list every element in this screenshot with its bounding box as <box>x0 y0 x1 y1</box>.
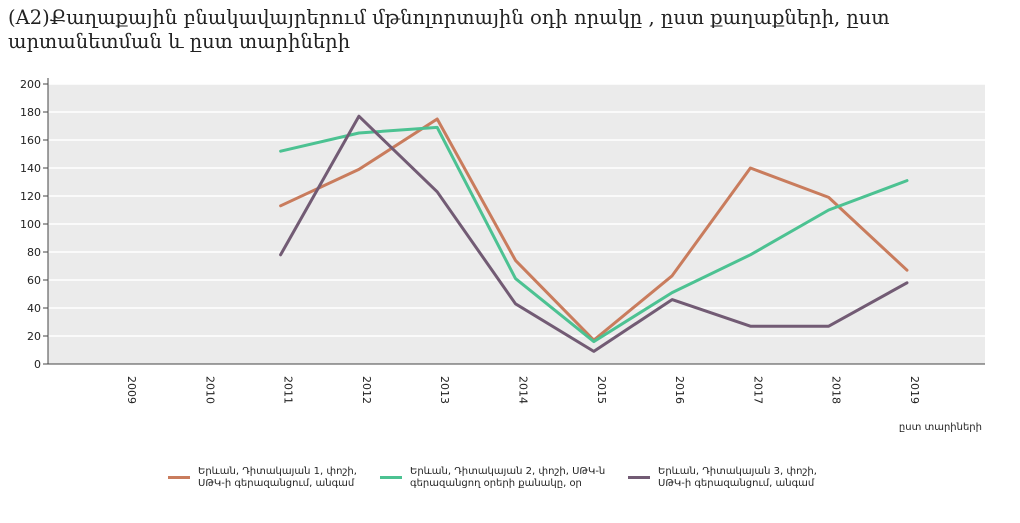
axes <box>47 78 985 365</box>
y-tick-label: 120 <box>20 190 41 203</box>
legend-label-series2: Երևան, Դիտակայան 2, փոշի, ՍԹԿ-ն գերազանց… <box>410 466 606 489</box>
x-tick-label: 2015 <box>595 376 608 404</box>
y-tick-label: 180 <box>20 106 41 119</box>
x-tick-label: 2013 <box>438 376 451 404</box>
y-tick-label: 200 <box>20 78 41 91</box>
y-axis-ticks: 0 20 40 60 80 100 120 140 160 180 200 <box>20 78 48 371</box>
x-axis-title: ըստ տարիների <box>899 422 982 433</box>
series-line-2 <box>279 125 909 344</box>
legend-label-series3: Երևան, Դիտակայան 3, փոշի, ՍԹԿ-ի գերազանց… <box>658 466 817 489</box>
legend-item-series1: Երևան, Դիտակայան 1, փոշի, ՍԹԿ-ի գերազանց… <box>168 466 373 490</box>
legend-swatch-series1 <box>168 476 190 479</box>
x-tick-label: 2010 <box>203 376 216 404</box>
x-axis-ticks: 2009 2010 2011 2012 2013 2014 2015 2016 2017 2018… <box>125 376 921 404</box>
x-tick-label: 2012 <box>360 376 373 404</box>
legend-item-series2: Երևան, Դիտակայան 2, փոշի, ՍԹԿ-ն գերազանց… <box>380 466 610 490</box>
series-line-3 <box>279 114 909 353</box>
y-tick-label: 20 <box>27 330 41 343</box>
y-tick-label: 100 <box>20 218 41 231</box>
chart-title: (A2)Քաղաքային բնակավայրերում մթնոլորտայի… <box>8 6 890 53</box>
series-lines <box>279 114 909 353</box>
y-tick-label: 0 <box>34 358 41 371</box>
legend-swatch-series2 <box>380 476 402 479</box>
x-tick-label: 2017 <box>751 376 764 404</box>
legend-swatch-series3 <box>628 476 650 479</box>
y-tick-label: 140 <box>20 162 41 175</box>
legend-label-series1: Երևան, Դիտակայան 1, փոշի, ՍԹԿ-ի գերազանց… <box>198 466 357 489</box>
x-tick-label: 2018 <box>830 376 843 404</box>
legend: Երևան, Դիտակայան 1, փոշի, ՍԹԿ-ի գերազանց… <box>168 466 868 516</box>
y-tick-label: 80 <box>27 246 41 259</box>
y-tick-label: 40 <box>27 302 41 315</box>
legend-item-series3: Երևան, Դիտակայան 3, փոշի, ՍԹԿ-ի գերազանց… <box>628 466 838 490</box>
y-tick-label: 160 <box>20 134 41 147</box>
y-tick-label: 60 <box>27 274 41 287</box>
gridlines <box>48 83 985 337</box>
x-tick-label: 2014 <box>517 376 530 404</box>
x-tick-label: 2016 <box>673 376 686 404</box>
x-tick-label: 2009 <box>125 376 138 404</box>
x-tick-label: 2019 <box>908 376 921 404</box>
x-tick-label: 2011 <box>282 376 295 404</box>
